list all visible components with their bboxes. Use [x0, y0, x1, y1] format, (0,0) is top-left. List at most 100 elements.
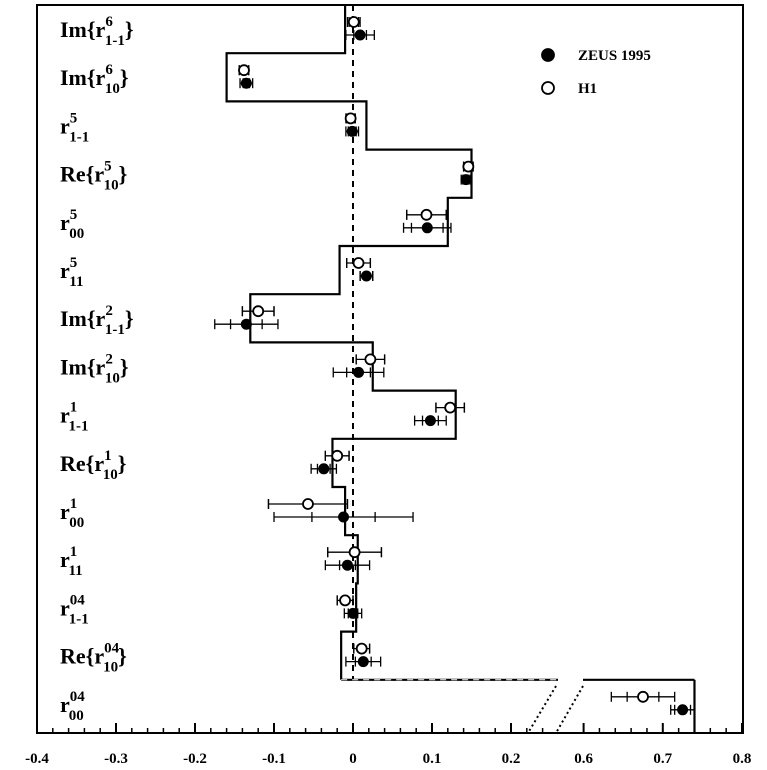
axis-break-mark	[527, 685, 557, 734]
row-label-sup: 1	[70, 496, 78, 512]
row-points	[267, 498, 414, 523]
row-label-sub: 00	[69, 515, 84, 531]
legend-label: H1	[578, 81, 597, 97]
h1-point	[344, 112, 357, 125]
zeus-point	[424, 415, 436, 427]
h1-point	[331, 449, 344, 462]
row-label-sub: 10	[105, 370, 120, 386]
axis-break-mark	[555, 685, 584, 734]
zeus-point	[240, 318, 252, 330]
row-points	[345, 642, 382, 668]
row-points	[238, 64, 254, 89]
row-label-base: r	[60, 499, 70, 524]
row-label-sup: 5	[70, 255, 78, 271]
row-label-sup: 5	[104, 159, 112, 175]
h1-point	[364, 353, 377, 366]
x-tick-label: -0.2	[183, 751, 207, 767]
h1-point	[348, 546, 361, 559]
row-label: Im{r6 1-1}	[60, 14, 134, 49]
row-label: r1 1-1	[60, 400, 88, 435]
row-label-sub: 11	[69, 274, 83, 290]
row-label-sub: 11	[68, 563, 82, 579]
row-points	[344, 112, 360, 137]
row-points	[402, 208, 452, 234]
row-label-close: }	[125, 306, 134, 331]
row-label-base: r	[60, 210, 70, 235]
legend-marker	[541, 48, 555, 62]
x-tick-label: -0.3	[104, 751, 128, 767]
prediction-step-line	[225, 5, 696, 733]
row-points	[332, 353, 386, 378]
row-label-sup: 04	[70, 689, 86, 705]
x-tick-label: 0.1	[423, 751, 442, 767]
row-label-base: Re{r	[60, 451, 104, 476]
row-label-sup: 04	[70, 592, 86, 608]
row-label-sub: 10	[104, 178, 119, 194]
h1-point	[347, 16, 360, 28]
legend: ZEUS 1995 H1	[541, 48, 651, 97]
row-label-sub: 1-1	[68, 419, 88, 435]
row-label-base: Im{r	[60, 306, 106, 331]
row-label-close: }	[119, 162, 128, 187]
row-label: r5 00	[60, 207, 84, 242]
prediction-step-path	[225, 5, 473, 680]
row-label-base: Re{r	[60, 162, 104, 187]
row-label-base: Re{r	[60, 644, 104, 669]
plot-area	[36, 4, 744, 734]
zeus-point	[357, 656, 369, 668]
zeus-point	[318, 463, 330, 475]
row-label: Im{r2 10}	[60, 351, 129, 386]
row-label-sub: 10	[103, 660, 118, 676]
zeus-point	[341, 559, 353, 571]
row-label: Re{r5 10}	[60, 159, 127, 194]
row-label-sup: 1	[70, 544, 77, 560]
x-tick-label: 0.6	[574, 751, 593, 767]
row-label-close: }	[120, 354, 129, 379]
row-label-base: Im{r	[60, 354, 106, 379]
row-label-close: }	[120, 65, 129, 90]
h1-point	[339, 594, 352, 607]
row-label-close: }	[125, 17, 134, 42]
row-label-sup: 04	[104, 641, 120, 657]
h1-point	[238, 64, 250, 77]
row-label-sup: 2	[105, 303, 113, 319]
row-label-sub: 00	[69, 226, 84, 242]
row-points	[610, 690, 696, 716]
row-label-sub: 10	[103, 467, 118, 483]
h1-point	[302, 498, 314, 510]
row-label-base: r	[60, 113, 70, 138]
x-tick-label: 0.8	[733, 751, 752, 767]
x-tick-label: -0.1	[262, 751, 286, 767]
row-label-sub: 00	[69, 708, 84, 724]
zeus-point	[240, 77, 252, 89]
row-label-sup: 1	[70, 400, 77, 416]
row-label-sub: 1-1	[69, 129, 89, 145]
row-points	[310, 449, 350, 475]
legend-marker	[541, 81, 555, 95]
row-label-base: r	[60, 258, 70, 283]
row-label-sub: 1-1	[105, 33, 125, 49]
row-label-sub: 1-1	[69, 611, 89, 627]
x-tick-label: 0.2	[502, 751, 521, 767]
legend-label: ZEUS 1995	[578, 48, 651, 64]
zeus-point	[353, 366, 365, 378]
row-points	[413, 401, 466, 427]
h1-point	[252, 305, 265, 318]
row-label-base: r	[60, 692, 70, 717]
row-label-sup: 6	[105, 62, 113, 78]
row-label-base: Im{r	[60, 65, 106, 90]
row-label: r5 1-1	[60, 110, 89, 145]
zeus-point	[460, 174, 472, 186]
plot-frame	[36, 4, 744, 734]
x-axis-ticks: -0.4 -0.3 -0.2 -0.1 0 0.1 0.2 0.6 0.7 0.8	[25, 723, 751, 767]
h1-point	[444, 401, 457, 414]
row-label: r04 1-1	[60, 592, 89, 627]
row-label-close: }	[118, 644, 127, 669]
row-label: Im{r6 10}	[60, 62, 129, 97]
row-points	[460, 160, 475, 186]
row-label-close: }	[118, 451, 127, 476]
zeus-point	[346, 125, 358, 137]
row-label-sup: 1	[104, 448, 111, 464]
